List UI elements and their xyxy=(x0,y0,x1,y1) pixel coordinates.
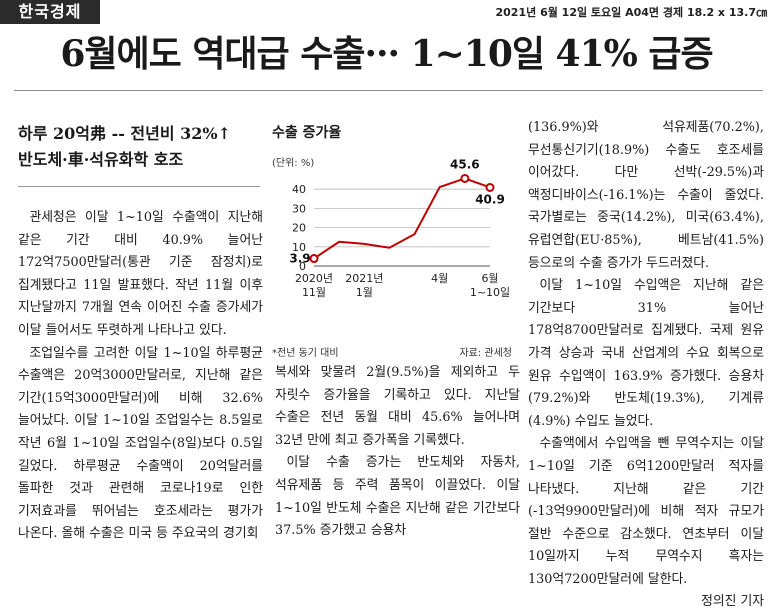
article-column-3: (136.9%)와 석유제품(70.2%), 무선통신기기(18.9%) 수출도… xyxy=(528,117,764,614)
paragraph: 관세청은 이달 1~10일 수출액이 지난해 같은 기간 대비 40.9% 늘어… xyxy=(18,210,263,338)
paragraph: 이달 수출 증가는 반도체와 자동차, 석유제품 등 주력 품목이 이끌었다. … xyxy=(275,455,520,539)
data-label: 3.9 xyxy=(289,252,310,266)
newspaper-masthead: 한국경제 xyxy=(0,0,100,24)
subhead-divider xyxy=(18,186,260,187)
paragraph: 수출액에서 수입액을 뺀 무역수지는 이달 1~10일 기준 6억1200만달러… xyxy=(528,436,764,587)
byline: 정의진 기자 xyxy=(701,594,764,610)
y-tick-label: 10 xyxy=(292,241,306,254)
article-column-2: 복세와 맞물려 2월(9.5%)을 제외하고 두 자릿수 증가율을 기록하고 있… xyxy=(275,362,520,543)
paragraph: 복세와 맞물려 2월(9.5%)을 제외하고 두 자릿수 증가율을 기록하고 있… xyxy=(275,365,520,448)
data-point xyxy=(309,254,319,264)
x-tick-label: 11월 xyxy=(302,286,326,299)
data-point xyxy=(485,182,495,192)
x-tick-label: 2020년 xyxy=(295,272,333,285)
chart-title: 수출 증가율 xyxy=(272,125,342,141)
data-point xyxy=(460,173,470,183)
x-tick-label: 6월 xyxy=(481,272,498,285)
chart-source: 자료: 관세청 xyxy=(459,348,512,359)
paragraph: (136.9%)와 석유제품(70.2%), 무선통신기기(18.9%) 수출도… xyxy=(528,120,764,271)
x-tick-label: 4월 xyxy=(431,272,448,285)
y-tick-label: 30 xyxy=(292,202,306,215)
paragraph: 이달 1~10일 수입액은 지난해 같은 기간보다 31% 늘어난 178억87… xyxy=(528,278,764,429)
publication-info: 2021년 6월 12일 토요일 A04면 경제 18.2 x 13.7㎝ xyxy=(495,6,768,19)
article-column-1: 관세청은 이달 1~10일 수출액이 지난해 같은 기간 대비 40.9% 늘어… xyxy=(18,207,263,546)
export-growth-chart: 수출 증가율 (단위: %) 0 10 20 30 40 3.9 45.6 40.9 2020년… xyxy=(272,120,522,360)
chart-unit: (단위: %) xyxy=(272,158,315,169)
chart-note: *전년 동기 대비 xyxy=(272,348,339,359)
x-tick-label: 1~10일 xyxy=(470,285,510,299)
headline: 6월에도 역대급 수출··· 1~10일 41% 급증 xyxy=(60,33,713,75)
y-tick-label: 20 xyxy=(292,222,306,235)
x-tick-label: 2021년 xyxy=(345,272,383,285)
y-tick-label: 40 xyxy=(292,183,306,196)
subheadline-1: 하루 20억弗 -- 전년비 32%↑ xyxy=(18,124,232,143)
data-label: 40.9 xyxy=(475,192,505,206)
y-tick-label: 0 xyxy=(299,260,306,273)
x-tick-label: 1월 xyxy=(356,286,373,299)
divider xyxy=(14,90,763,91)
data-label: 45.6 xyxy=(450,157,480,171)
paragraph: 조업일수를 고려한 이달 1~10일 하루평균 수출액은 20억3000만달러로… xyxy=(18,345,263,542)
subheadline-2: 반도체·車·석유화학 호조 xyxy=(18,150,184,169)
